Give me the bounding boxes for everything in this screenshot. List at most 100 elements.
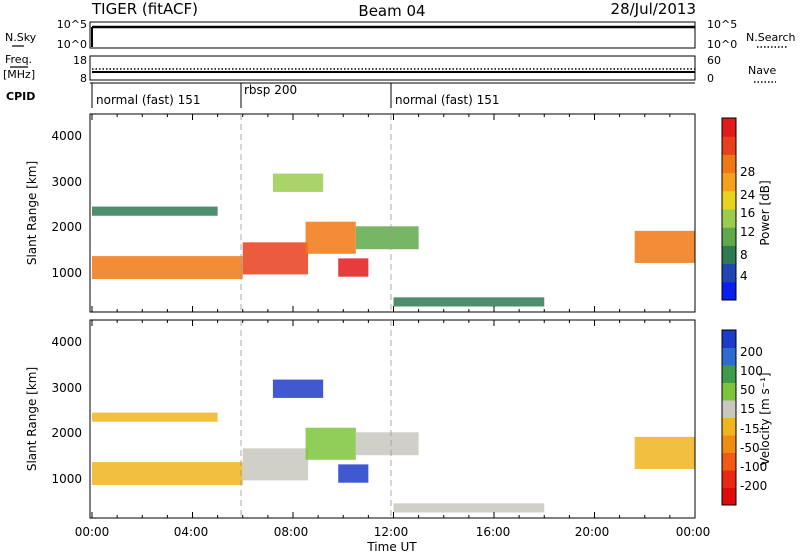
- velocity-scatter-band-0: [92, 462, 243, 485]
- cpid-label: CPID: [6, 90, 35, 103]
- power-colorbar-swatch-3: [722, 227, 736, 246]
- x-axis-ticks: [91, 114, 696, 518]
- velocity-cbar-tick-m50: -50: [740, 441, 760, 455]
- velocity-colorbar-swatch-5: [722, 400, 736, 418]
- power-cbar-tick-24: 24: [740, 188, 755, 202]
- x-axis-label: Time UT: [366, 540, 417, 554]
- power-scatter-band-8: [393, 297, 545, 307]
- velocity-colorbar-frame: [721, 329, 737, 506]
- power-ytick-3000: 3000: [51, 175, 82, 189]
- velocity-colorbar: [721, 329, 737, 506]
- power-scatter-band-2: [305, 221, 356, 254]
- nave-tick-bottom: 0: [707, 72, 714, 85]
- velocity-scatter-band-4: [355, 432, 419, 456]
- velocity-panel: Slant Range [km] 4000 3000 2000 1000: [25, 319, 696, 519]
- freq-tick-bottom: 8: [80, 72, 87, 85]
- velocity-cbar-tick-50: 50: [740, 383, 755, 397]
- radar-title: TIGER (fitACF): [91, 0, 198, 18]
- velocity-cbar-tick-m100: -100: [740, 460, 767, 474]
- velocity-ytick-3000: 3000: [51, 381, 82, 395]
- velocity-scatter-band-6: [634, 436, 695, 469]
- power-ytick-2000: 2000: [51, 220, 82, 234]
- velocity-scatter: [92, 379, 695, 513]
- power-colorbar-swatch-6: [722, 172, 736, 192]
- power-colorbar-swatch-7: [722, 154, 736, 174]
- nsky-panel-frame: [89, 21, 696, 49]
- power-scatter-band-6: [634, 230, 695, 263]
- velocity-colorbar-swatch-3: [722, 435, 736, 453]
- power-panel-frame: [89, 113, 696, 313]
- x-tick-label-2000: 20:00: [575, 525, 610, 539]
- power-cbar-tick-12: 12: [740, 225, 755, 239]
- velocity-ytick-1000: 1000: [51, 472, 82, 486]
- power-colorbar-label: Power [dB]: [758, 180, 772, 245]
- freq-panel-frame: [89, 55, 696, 81]
- power-cbar-tick-16: 16: [740, 206, 755, 220]
- x-tick-label-1600: 16:00: [476, 525, 511, 539]
- power-scatter-band-3: [338, 258, 369, 277]
- velocity-colorbar-swatch-1: [722, 470, 736, 488]
- power-scatter: [92, 173, 695, 307]
- velocity-scatter-band-7: [92, 412, 218, 422]
- nsky-tick-bottom: 10^0: [57, 38, 87, 51]
- power-scatter-band-5: [272, 173, 324, 192]
- velocity-colorbar-swatch-0: [722, 487, 736, 506]
- x-tick-label-0000: 00:00: [75, 525, 110, 539]
- velocity-colorbar-swatch-8: [722, 347, 736, 366]
- velocity-cbar-tick-m15: -15: [740, 422, 760, 436]
- date-title: 28/Jul/2013: [611, 0, 696, 18]
- power-panel: Slant Range [km] 4000 3000 2000 1000: [25, 113, 696, 313]
- freq-label-line1: Freq.: [5, 53, 32, 66]
- freq-label-line2: [MHz]: [3, 68, 35, 81]
- velocity-colorbar-swatch-2: [722, 452, 736, 471]
- power-cbar-tick-8: 8: [740, 248, 748, 262]
- nsearch-tick-top: 10^5: [707, 18, 737, 31]
- velocity-scatter-band-5: [272, 379, 324, 398]
- power-colorbar-swatch-5: [722, 190, 736, 210]
- nsky-label: N.Sky: [5, 31, 37, 44]
- velocity-colorbar-swatch-9: [722, 330, 736, 348]
- velocity-colorbar-swatch-4: [722, 417, 736, 436]
- nsearch-label: N.Search: [746, 31, 796, 44]
- nsearch-tick-bottom: 10^0: [707, 38, 737, 51]
- velocity-cbar-tick-100: 100: [740, 364, 763, 378]
- power-scatter-band-4: [355, 226, 419, 250]
- power-colorbar-swatch-8: [722, 136, 736, 155]
- velocity-scatter-band-1: [242, 448, 309, 481]
- nave-label: Nave: [748, 64, 776, 77]
- nave-tick-top: 60: [707, 54, 721, 67]
- velocity-cbar-tick-15: 15: [740, 402, 755, 416]
- cpid-segment-3: normal (fast) 151: [395, 93, 499, 107]
- x-tick-label-2400: 00:00: [676, 525, 711, 539]
- velocity-cbar-tick-200: 200: [740, 345, 763, 359]
- power-colorbar-swatch-4: [722, 209, 736, 228]
- velocity-colorbar-swatch-6: [722, 382, 736, 401]
- power-cbar-tick-28: 28: [740, 165, 755, 179]
- velocity-cbar-tick-m200: -200: [740, 479, 767, 493]
- power-scatter-band-7: [92, 206, 218, 216]
- nsky-tick-top: 10^5: [57, 18, 87, 31]
- power-ylabel: Slant Range [km]: [25, 161, 39, 265]
- velocity-ylabel: Slant Range [km]: [25, 367, 39, 471]
- velocity-ytick-4000: 4000: [51, 335, 82, 349]
- power-scatter-band-0: [92, 256, 243, 279]
- power-colorbar-frame: [721, 117, 737, 301]
- velocity-scatter-band-8: [393, 503, 545, 513]
- power-colorbar-swatch-9: [722, 118, 736, 137]
- power-cbar-tick-4: 4: [740, 269, 748, 283]
- x-tick-label-1200: 12:00: [374, 525, 409, 539]
- velocity-panel-frame: [89, 319, 696, 519]
- cpid-segment-1: normal (fast) 151: [96, 93, 200, 107]
- power-colorbar: [721, 117, 737, 301]
- power-colorbar-swatch-1: [722, 263, 736, 283]
- velocity-colorbar-label: Velocity [m s⁻¹]: [758, 372, 772, 465]
- freq-tick-top: 18: [73, 54, 87, 67]
- x-tick-label-0400: 04:00: [174, 525, 209, 539]
- x-tick-label-0800: 08:00: [274, 525, 309, 539]
- velocity-scatter-band-3: [338, 464, 369, 483]
- cpid-segment-2: rbsp 200: [244, 83, 297, 97]
- beam-title: Beam 04: [358, 2, 425, 20]
- power-colorbar-swatch-2: [722, 245, 736, 265]
- power-scatter-band-1: [242, 242, 309, 275]
